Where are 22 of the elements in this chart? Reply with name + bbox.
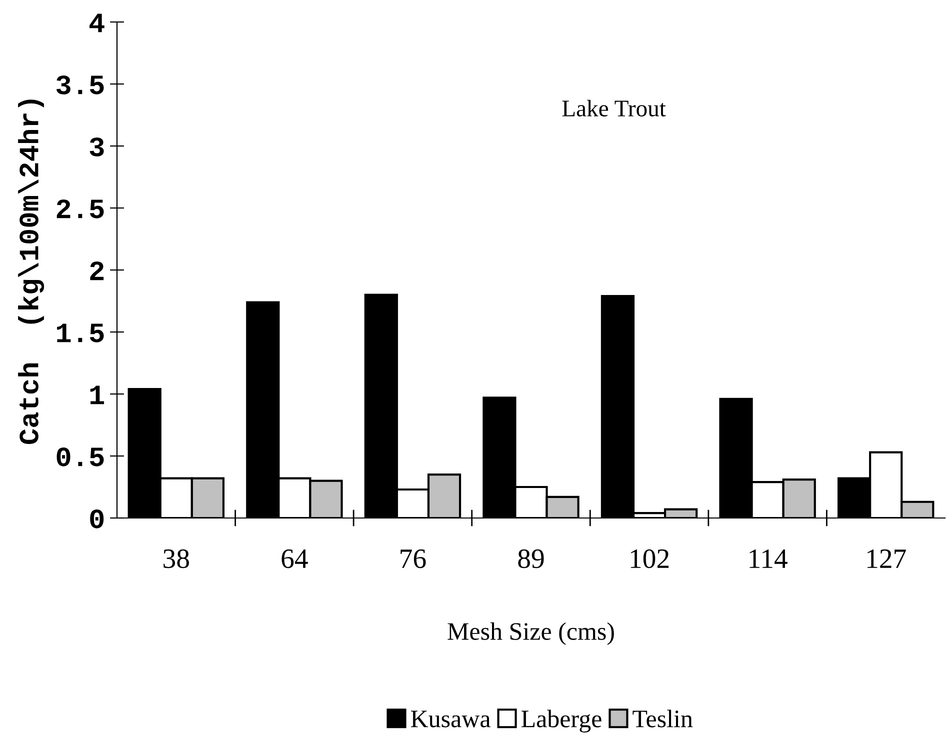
legend-label: Teslin [632,710,693,728]
y-tick-label: 4 [89,14,104,32]
x-axis-title: Mesh Size (cms) [448,622,614,646]
y-tick-label: 3.5 [56,75,104,94]
legend-label: Laberge [522,710,602,732]
x-tick-label: 127 [867,549,906,568]
x-tick-label: 89 [518,549,544,568]
y-tick-label: 2 [90,261,104,280]
x-tick-label: 114 [750,549,788,568]
x-tick-label: 64 [282,549,308,568]
y-tick-label: 1.5 [57,324,104,342]
x-tick-label: 102 [630,549,669,568]
y-tick-label: 3 [90,137,104,156]
annotation: Lake Trout [562,100,666,116]
y-tick-label: 1 [90,386,104,404]
y-tick-label: 0 [90,509,104,528]
y-axis-title: Catch (kg\100m\24hr) [18,100,44,444]
legend-label: Kusawa [410,710,490,728]
x-tick-label: 76 [400,549,426,568]
x-tick-label: 38 [164,549,189,568]
y-tick-label: 0.5 [56,447,104,466]
y-tick-label: 2.5 [56,199,104,218]
